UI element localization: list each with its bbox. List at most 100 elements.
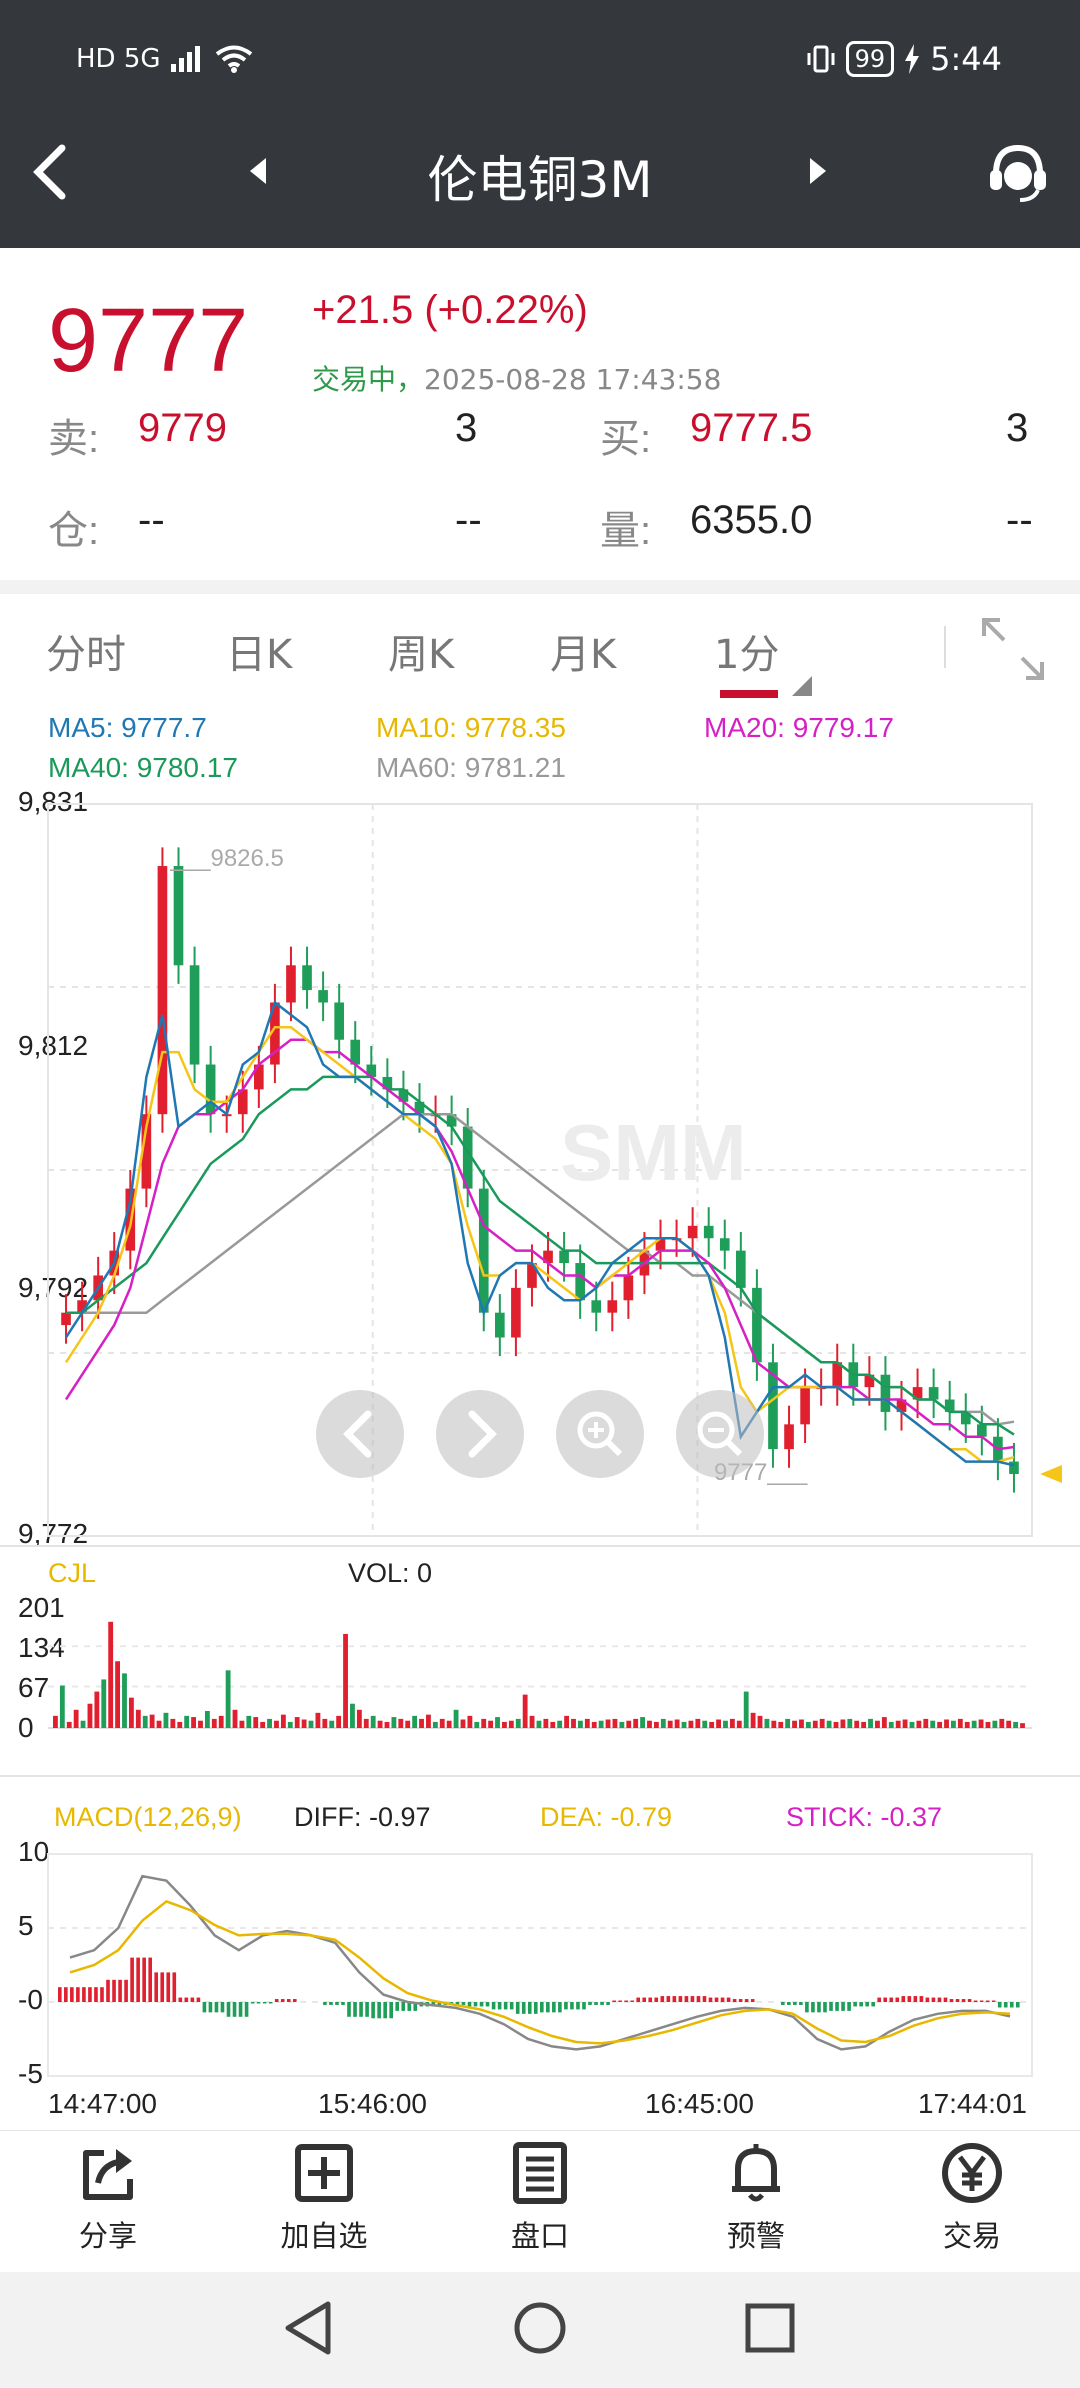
y-tick-label: 9,812 — [18, 1030, 89, 1061]
macd-stick-bar — [877, 1997, 882, 2002]
tab-1min[interactable]: 1分 — [714, 632, 780, 678]
period-dropdown-icon[interactable] — [790, 676, 814, 698]
volume-bar — [640, 1717, 645, 1728]
candle-body — [511, 1287, 521, 1338]
volume-bar — [481, 1718, 487, 1728]
macd-stick-bar — [82, 1987, 86, 2002]
volume-bar — [971, 1720, 977, 1728]
candle-body — [736, 1250, 746, 1288]
macd-stick-bar — [781, 2002, 785, 2005]
volume-bar — [446, 1720, 452, 1728]
tab-intraday[interactable]: 分时 — [46, 632, 126, 678]
macd-stick-bar — [172, 1972, 177, 2002]
candle-body — [687, 1225, 698, 1239]
nav-back-icon[interactable] — [280, 2298, 336, 2358]
candle-body — [366, 1064, 377, 1077]
macd-stick-bar — [648, 1997, 653, 2002]
zoom-out-button[interactable] — [676, 1390, 764, 1478]
volume-bar — [716, 1719, 721, 1728]
macd-stick-bar — [594, 2002, 598, 2005]
volume-bar — [460, 1719, 466, 1728]
candle-body — [157, 866, 168, 1115]
yen-icon — [942, 2143, 1002, 2203]
scroll-left-button[interactable] — [316, 1390, 404, 1478]
volume-bar — [564, 1715, 570, 1728]
nav-recents-icon[interactable] — [742, 2298, 798, 2358]
add-watchlist-icon — [295, 2144, 353, 2202]
macd-stick-bar — [389, 2002, 393, 2019]
macd-stick-bar — [467, 2002, 472, 2007]
chart-frame — [47, 1853, 1033, 2077]
bell-icon — [732, 2144, 780, 2202]
nav-home-icon[interactable] — [512, 2298, 568, 2358]
macd-stick-bar — [919, 1996, 924, 2002]
volume-bar — [957, 1718, 963, 1728]
volume-bar — [736, 1720, 742, 1728]
volume-bar — [937, 1721, 943, 1728]
macd-stick-bar — [895, 1997, 900, 2002]
volume-bar — [419, 1718, 424, 1728]
volume-bar — [909, 1721, 915, 1728]
volume-bar — [944, 1719, 949, 1728]
tab-daily-k[interactable]: 日K — [226, 632, 293, 678]
macd-chart[interactable] — [0, 1790, 1080, 2090]
tab-monthly-k[interactable]: 月K — [550, 632, 617, 678]
macd-stick-bar — [738, 1999, 743, 2002]
back-arrow-icon[interactable] — [28, 142, 72, 202]
candle-body — [543, 1250, 553, 1264]
buy-label: 买: — [600, 417, 652, 461]
tab-weekly-k[interactable]: 周K — [388, 632, 455, 678]
candle-body — [559, 1250, 569, 1264]
share-button[interactable]: 分享 — [38, 2141, 178, 2255]
candle-body — [189, 965, 200, 1065]
macd-stick-bar — [190, 1997, 195, 2002]
zoom-in-button[interactable] — [556, 1390, 644, 1478]
previous-contract-icon[interactable] — [246, 156, 270, 186]
candle-body — [382, 1076, 393, 1090]
trade-button[interactable]: 交易 — [902, 2141, 1042, 2255]
add-watchlist-button[interactable]: 加自选 — [254, 2141, 394, 2255]
macd-stick-bar — [925, 1997, 930, 2002]
x-tick-label: 17:44:01 — [918, 2088, 1027, 2119]
volume-bar — [930, 1720, 936, 1728]
zoom-in-icon — [577, 1411, 623, 1457]
macd-stick-bar — [889, 1997, 894, 2002]
macd-stick-bar — [479, 2002, 484, 2007]
volume-chart[interactable] — [0, 1550, 1080, 1800]
volume-bar — [453, 1709, 459, 1728]
network-indicator: HD 5G — [76, 44, 161, 74]
volume-bar — [287, 1721, 293, 1728]
customer-service-icon[interactable] — [986, 140, 1050, 204]
alert-button[interactable]: 预警 — [686, 2141, 826, 2255]
candle-body — [752, 1287, 762, 1363]
macd-stick-bar — [521, 2002, 526, 2014]
wifi-icon — [215, 45, 252, 73]
macd-stick-bar — [865, 2002, 869, 2007]
scroll-right-button[interactable] — [436, 1390, 524, 1478]
fullscreen-icon[interactable] — [980, 616, 1046, 682]
volume-change: -- — [1006, 498, 1033, 542]
macd-stick-bar — [979, 2000, 984, 2002]
volume-bar — [881, 1717, 887, 1728]
volume-bar — [391, 1717, 397, 1728]
volume-bar — [426, 1714, 431, 1728]
share-label: 分享 — [78, 2219, 137, 2253]
candle-body — [607, 1300, 618, 1313]
ma60-label: MA60: 9781.21 — [376, 752, 566, 783]
volume-bar — [626, 1720, 632, 1728]
orderbook-button[interactable]: 盘口 — [470, 2141, 610, 2255]
macd-stick-bar — [461, 2002, 466, 2005]
volume-bar — [246, 1715, 252, 1728]
next-contract-icon[interactable] — [806, 156, 830, 186]
macd-stick-bar — [491, 2002, 496, 2010]
macd-stick-bar — [503, 2002, 508, 2010]
macd-stick-bar — [985, 2000, 990, 2002]
volume-bar — [723, 1720, 728, 1728]
max-price-label: ___9826.5 — [169, 845, 283, 872]
volume-current: VOL: 0 — [348, 1558, 433, 1588]
orderbook-label: 盘口 — [510, 2219, 569, 2253]
vol-tick-label: 67 — [18, 1672, 50, 1703]
macd-stick-bar — [455, 2002, 460, 2005]
volume-bar — [1013, 1721, 1019, 1728]
